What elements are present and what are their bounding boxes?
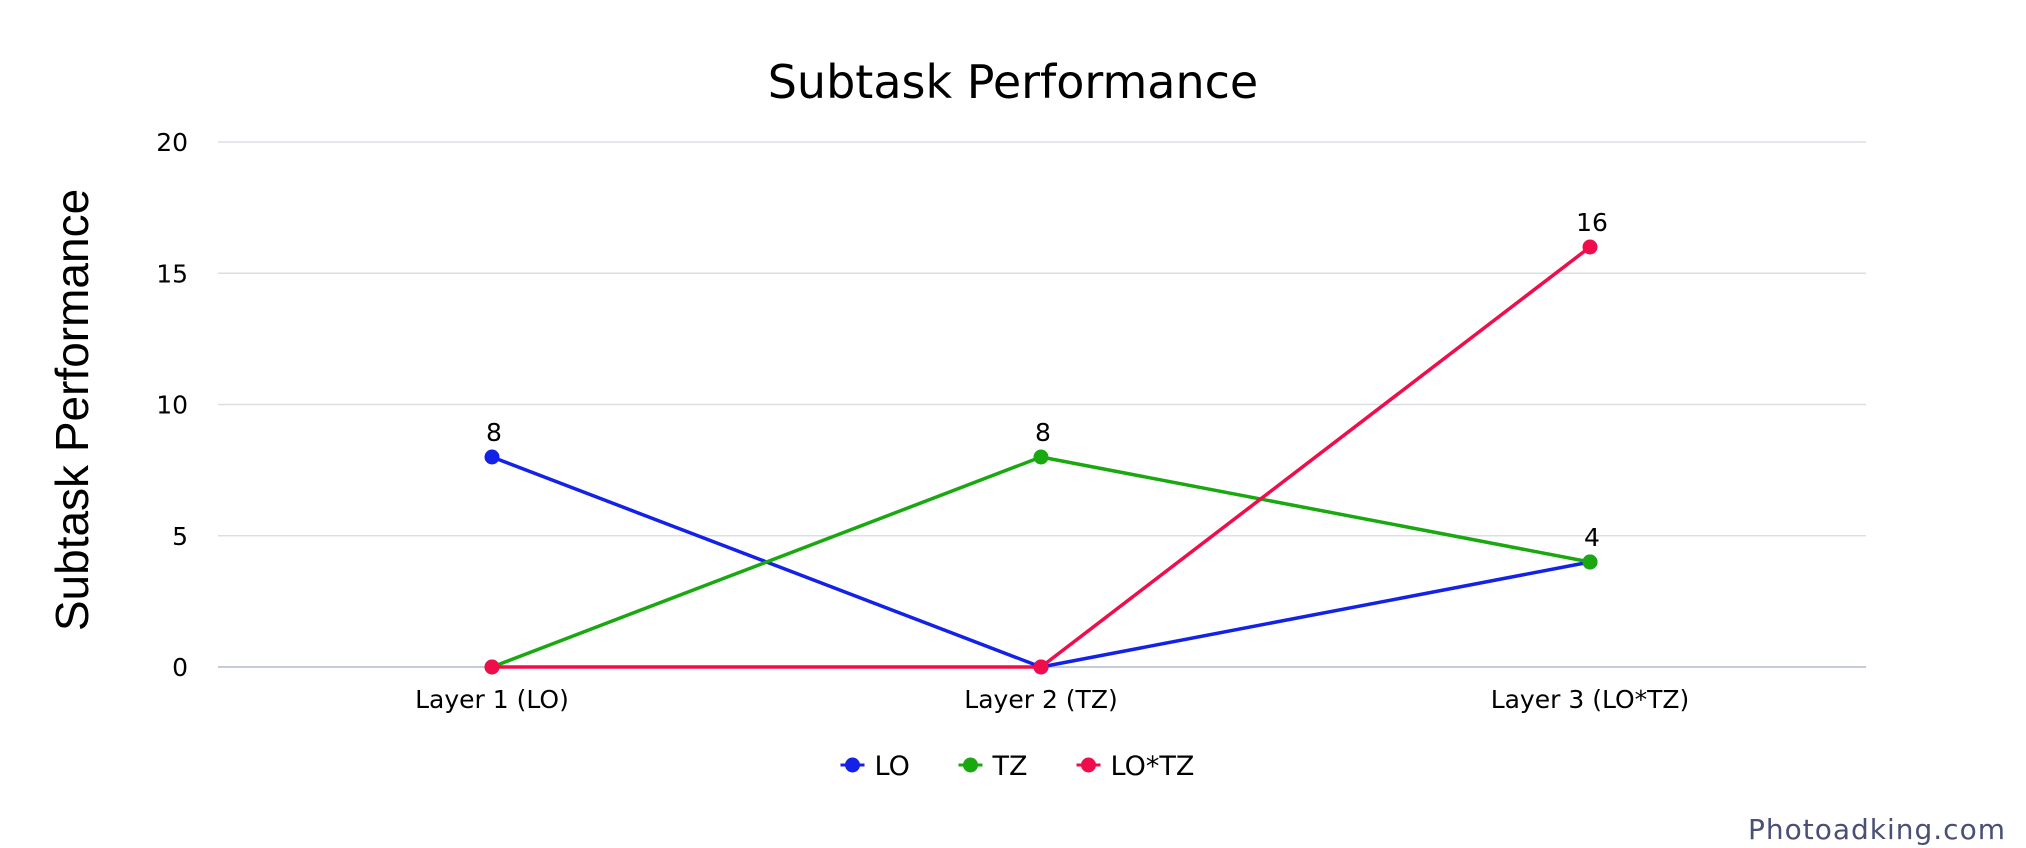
y-axis-ticks: 0 5 10 15 20 — [156, 128, 188, 682]
watermark-text: Photoadking.com — [1748, 813, 2006, 846]
series-points — [484, 239, 1598, 675]
legend: LO TZ LO*TZ — [840, 751, 1195, 782]
x-tick-label: Layer 3 (LO*TZ) — [1491, 685, 1690, 714]
x-tick-label: Layer 2 (TZ) — [964, 685, 1117, 714]
data-point-lo — [484, 449, 500, 465]
data-point-tz — [1033, 449, 1049, 465]
legend-item-lo-tz[interactable]: LO*TZ — [1076, 751, 1195, 782]
data-labels: 8 8 16 4 — [486, 208, 1608, 552]
x-tick-label: Layer 1 (LO) — [415, 685, 569, 714]
legend-item-tz[interactable]: TZ — [958, 751, 1028, 782]
legend-marker — [963, 757, 978, 773]
legend-item-lo[interactable]: LO — [840, 751, 910, 782]
y-tick-label: 5 — [172, 522, 188, 551]
data-label: 16 — [1576, 208, 1608, 237]
y-tick-label: 15 — [156, 259, 188, 288]
legend-label: LO — [875, 751, 910, 782]
data-point-lo-tz — [1582, 239, 1598, 255]
data-point-lo-tz — [1033, 659, 1049, 675]
y-tick-label: 10 — [156, 391, 188, 420]
chart-title: Subtask Performance — [768, 55, 1259, 109]
data-label: 8 — [486, 418, 502, 447]
data-point-tz — [1582, 554, 1598, 570]
data-label: 4 — [1584, 523, 1600, 552]
data-label: 8 — [1035, 418, 1051, 447]
y-tick-label: 0 — [172, 653, 188, 682]
legend-marker — [1081, 757, 1096, 773]
series-line-tz — [491, 455, 1591, 669]
y-tick-label: 20 — [156, 128, 188, 157]
legend-label: TZ — [992, 751, 1028, 782]
legend-label: LO*TZ — [1111, 751, 1195, 782]
series-line-lo — [491, 455, 1591, 669]
data-point-lo-tz — [484, 659, 500, 675]
x-axis-ticks: Layer 1 (LO) Layer 2 (TZ) Layer 3 (LO*TZ) — [415, 685, 1689, 714]
y-axis-label: Subtask Performance — [46, 189, 98, 631]
grid-lines — [218, 141, 1866, 668]
legend-marker — [845, 757, 860, 773]
